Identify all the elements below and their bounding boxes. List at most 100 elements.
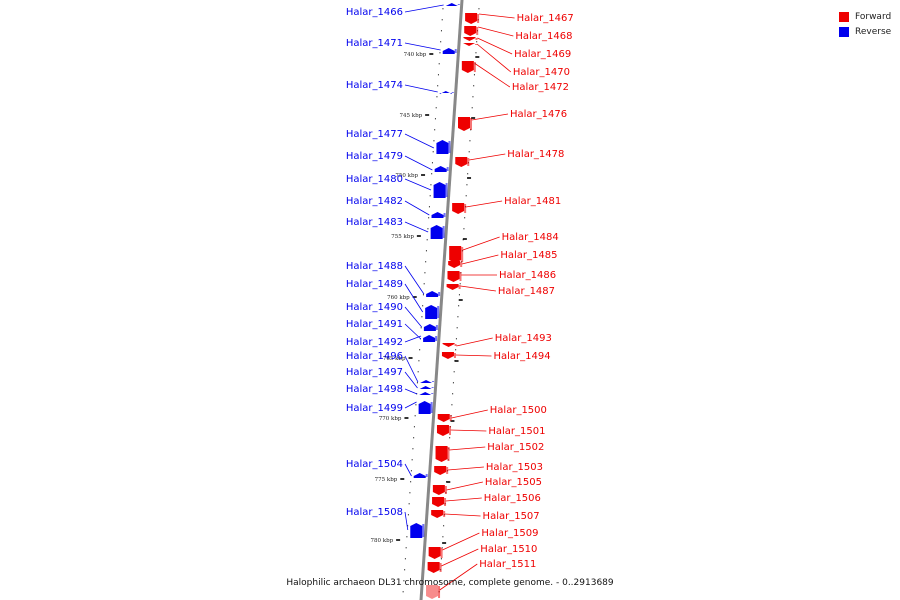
forward-gene-glyph[interactable] (432, 497, 447, 507)
gene-label-forward[interactable]: Halar_1505 (485, 477, 542, 488)
guide-dot (403, 580, 405, 582)
guide-dot (425, 250, 427, 252)
label-leader (404, 200, 430, 216)
gene-label-forward[interactable]: Halar_1510 (480, 544, 537, 555)
forward-gene-glyph[interactable] (441, 352, 456, 359)
reverse-gene-glyph[interactable] (420, 380, 435, 383)
guide-dot (422, 294, 424, 296)
gene-label-reverse[interactable]: Halar_1498 (346, 384, 403, 395)
reverse-gene-glyph[interactable] (442, 48, 457, 54)
reverse-gene-glyph[interactable] (418, 401, 433, 414)
gene-label-forward[interactable]: Halar_1468 (515, 31, 572, 42)
forward-gene-glyph[interactable] (437, 414, 452, 422)
forward-gene-glyph[interactable] (426, 585, 441, 599)
forward-gene-glyph[interactable] (463, 37, 478, 41)
guide-dot (473, 74, 475, 76)
gene-label-forward[interactable]: Halar_1470 (513, 67, 570, 78)
reverse-gene-glyph[interactable] (419, 386, 434, 389)
gene-label-reverse[interactable]: Halar_1508 (346, 507, 403, 518)
reverse-gene-glyph[interactable] (430, 225, 445, 239)
forward-gene-glyph[interactable] (461, 61, 476, 73)
forward-gene-glyph[interactable] (464, 26, 479, 36)
reverse-gene-glyph[interactable] (436, 140, 451, 154)
guide-dot (437, 74, 439, 76)
reverse-gene-glyph[interactable] (423, 335, 438, 342)
gene-label-forward[interactable]: Halar_1469 (514, 49, 571, 60)
gene-label-reverse[interactable]: Halar_1496 (346, 351, 403, 362)
gene-label-forward[interactable]: Halar_1503 (486, 462, 543, 473)
guide-dot (441, 547, 443, 549)
guide-dot (475, 52, 477, 54)
gene-label-reverse[interactable]: Halar_1488 (346, 261, 403, 272)
gene-label-reverse[interactable]: Halar_1483 (346, 217, 403, 228)
gene-label-reverse[interactable]: Halar_1497 (346, 367, 403, 378)
gene-label-forward[interactable]: Halar_1502 (487, 442, 544, 453)
forward-gene-glyph[interactable] (448, 261, 463, 268)
forward-gene-glyph[interactable] (465, 13, 480, 24)
reverse-gene-glyph[interactable] (431, 212, 446, 218)
gene-label-forward[interactable]: Halar_1509 (481, 528, 538, 539)
forward-gene-glyph[interactable] (447, 271, 462, 282)
gene-label-forward[interactable]: Halar_1511 (479, 559, 536, 570)
forward-gene-glyph[interactable] (431, 510, 446, 518)
gene-label-forward[interactable]: Halar_1494 (493, 351, 550, 362)
label-leader (465, 200, 503, 208)
forward-gene-glyph[interactable] (463, 43, 478, 46)
gene-label-reverse[interactable]: Halar_1477 (346, 129, 403, 140)
reverse-gene-glyph[interactable] (425, 305, 440, 319)
gene-label-forward[interactable]: Halar_1507 (483, 511, 540, 522)
gene-label-forward[interactable]: Halar_1500 (490, 405, 547, 416)
reverse-gene-glyph[interactable] (434, 166, 449, 172)
label-leader (404, 84, 438, 93)
gene-label-forward[interactable]: Halar_1493 (495, 333, 552, 344)
forward-gene-glyph[interactable] (446, 284, 461, 290)
gene-label-reverse[interactable]: Halar_1491 (346, 319, 403, 330)
gene-label-forward[interactable]: Halar_1478 (507, 149, 564, 160)
gene-label-forward[interactable]: Halar_1486 (499, 270, 556, 281)
reverse-gene-glyph[interactable] (445, 3, 460, 6)
forward-gene-glyph[interactable] (442, 343, 457, 347)
gene-label-forward[interactable]: Halar_1472 (512, 82, 569, 93)
forward-gene-glyph[interactable] (432, 485, 447, 495)
forward-gene-glyph[interactable] (449, 246, 464, 263)
forward-gene-glyph[interactable] (452, 203, 467, 214)
reverse-gene-glyph[interactable] (413, 473, 428, 478)
forward-gene-glyph[interactable] (428, 547, 443, 559)
gene-label-forward[interactable]: Halar_1501 (488, 426, 545, 437)
gene-label-forward[interactable]: Halar_1485 (500, 250, 557, 261)
reverse-gene-glyph[interactable] (419, 392, 434, 395)
gene-label-forward[interactable]: Halar_1484 (502, 232, 559, 243)
gene-label-reverse[interactable]: Halar_1474 (346, 80, 403, 91)
forward-gene-glyph[interactable] (435, 446, 450, 462)
gene-label-forward[interactable]: Halar_1487 (498, 286, 555, 297)
gene-label-forward[interactable]: Halar_1476 (510, 109, 567, 120)
forward-gene-glyph[interactable] (427, 562, 442, 573)
gene-label-forward[interactable]: Halar_1481 (504, 196, 561, 207)
guide-dot (456, 327, 458, 329)
gene-label-reverse[interactable]: Halar_1490 (346, 302, 403, 313)
gene-label-reverse[interactable]: Halar_1471 (346, 38, 403, 49)
gene-label-forward[interactable]: Halar_1467 (517, 13, 574, 24)
forward-gene-glyph[interactable] (436, 425, 451, 436)
reverse-gene-glyph[interactable] (433, 182, 448, 198)
forward-gene-glyph[interactable] (458, 117, 473, 131)
gene-label-reverse[interactable]: Halar_1489 (346, 279, 403, 290)
reverse-gene-glyph[interactable] (439, 91, 454, 94)
gene-label-reverse[interactable]: Halar_1479 (346, 151, 403, 162)
tick-label: 775 kbp (375, 477, 398, 483)
gene-label-reverse[interactable]: Halar_1499 (346, 403, 403, 414)
guide-dot (464, 217, 466, 219)
reverse-gene-glyph[interactable] (423, 324, 438, 331)
gene-label-forward[interactable]: Halar_1506 (484, 493, 541, 504)
forward-gene-glyph[interactable] (455, 157, 470, 167)
forward-gene-glyph[interactable] (434, 466, 449, 475)
gene-label-reverse[interactable]: Halar_1466 (346, 7, 403, 18)
reverse-gene-glyph[interactable] (410, 523, 425, 538)
guide-dot (411, 459, 413, 461)
gene-label-reverse[interactable]: Halar_1492 (346, 337, 403, 348)
gene-label-reverse[interactable]: Halar_1482 (346, 196, 403, 207)
gene-label-reverse[interactable]: Halar_1480 (346, 174, 403, 185)
label-leader (404, 306, 422, 328)
gene-label-reverse[interactable]: Halar_1504 (346, 459, 403, 470)
reverse-gene-glyph[interactable] (426, 291, 441, 297)
